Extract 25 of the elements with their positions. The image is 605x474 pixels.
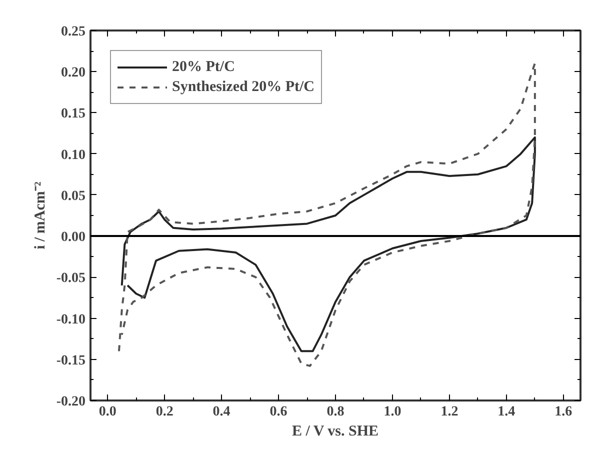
legend-label: Synthesized 20% Pt/C	[172, 78, 314, 96]
y-tick-label: -0.05	[56, 271, 86, 286]
x-tick-label: 1.0	[384, 404, 402, 420]
y-axis-title: i / mAcm⁻²	[32, 181, 48, 250]
legend-label: 20% Pt/C	[172, 58, 235, 76]
x-tick-label: 0.6	[270, 404, 288, 420]
x-tick-label: 1.4	[498, 404, 516, 420]
y-tick-label: 0.05	[61, 188, 86, 204]
y-tick-label: 0.00	[61, 230, 86, 246]
line-series	[120, 136, 536, 352]
x-tick-label: 1.2	[440, 404, 458, 420]
line-series	[118, 62, 536, 367]
x-tick-label: 0.2	[156, 404, 174, 420]
x-tick-label: 0.0	[98, 404, 116, 420]
x-axis-title: E / V vs. SHE	[292, 424, 379, 440]
y-tick-label: 0.25	[61, 24, 86, 40]
y-tick-label: 0.20	[61, 66, 86, 81]
x-tick-label: 1.6	[554, 404, 572, 420]
y-tick-label: -0.20	[56, 394, 86, 410]
y-tick-label: -0.15	[56, 353, 86, 368]
y-tick-label: -0.10	[56, 312, 86, 328]
y-tick-label: 0.15	[61, 106, 86, 122]
x-tick-label: 0.8	[326, 404, 344, 420]
x-tick-label: 0.4	[212, 404, 230, 420]
y-tick-label: 0.10	[61, 148, 86, 163]
